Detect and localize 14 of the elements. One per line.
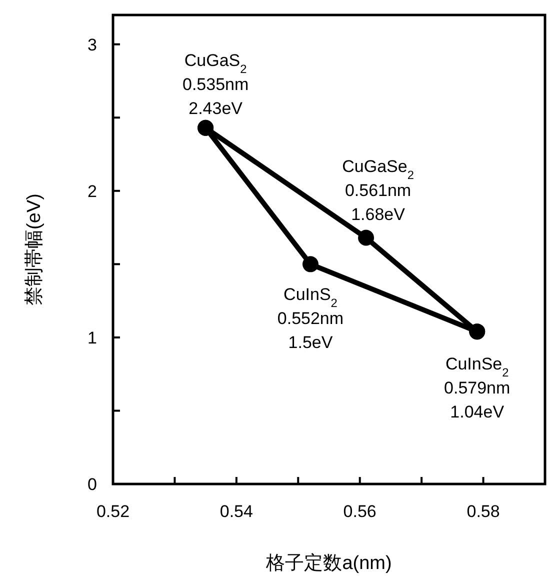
y-tick-label: 2 [88,182,97,201]
annotation: CuInS$_{2}$ 0.552nm 1.5eV [277,285,344,352]
x-tick-label: 0.56 [343,502,376,521]
x-tick-label: 0.54 [220,502,253,521]
y-tick-label: 1 [88,328,97,348]
annotation: CuInSe$_{2}$ 0.579nm 1.04eV [444,354,510,422]
x-axis-title: 格子定数a(nm) [265,552,392,574]
y-tick-label: 0 [88,475,97,494]
x-tick-label: 0.58 [466,502,500,521]
x-tick-label: 0.52 [96,502,130,521]
annotation: CuGaSe$_{2}$ 0.561nm 1.68eV [342,156,414,224]
y-axis-title: 禁制帯幅(eV) [24,194,45,306]
y-tick-label: 3 [88,35,97,54]
annotation: CuGaS$_{2}$ 0.535nm 2.43eV [182,50,249,118]
